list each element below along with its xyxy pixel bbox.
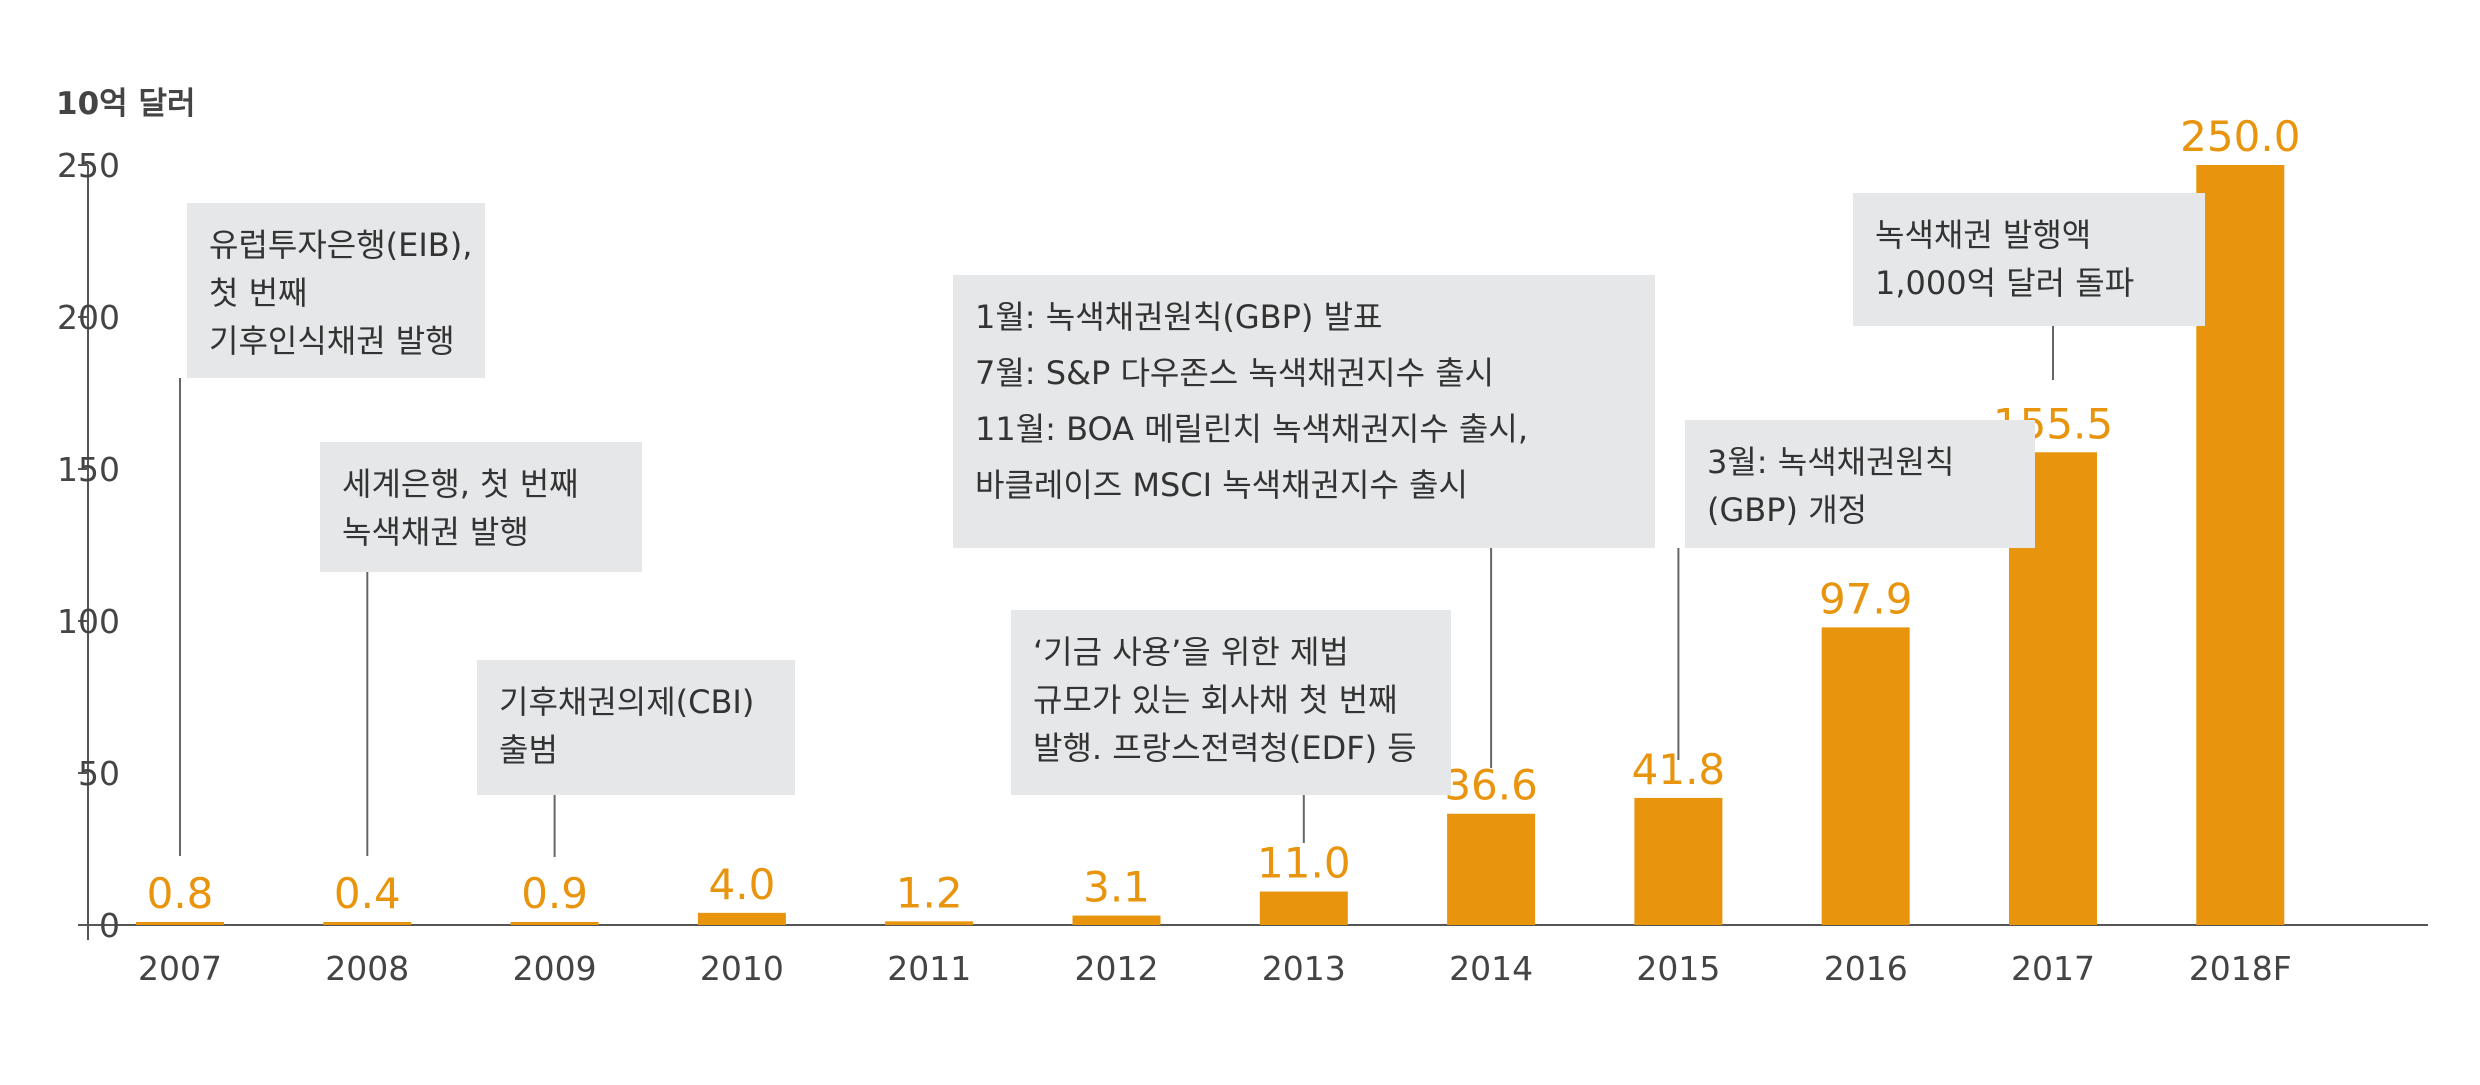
- x-tick-label: 2017: [2011, 949, 2095, 988]
- value-label: 0.4: [334, 869, 401, 918]
- annotation-text: 바클레이즈 MSCI 녹색채권지수 출시: [975, 466, 1468, 504]
- annotation-text: 1월: 녹색채권원칙(GBP) 발표: [975, 298, 1383, 336]
- x-tick-label: 2013: [1262, 949, 1346, 988]
- bar: [1634, 797, 1723, 925]
- bar: [1259, 891, 1348, 925]
- value-label: 1.2: [896, 868, 963, 917]
- bar: [697, 912, 786, 925]
- x-tick-label: 2008: [325, 949, 409, 988]
- annotation-text: 1,000억 달러 돌파: [1875, 264, 2135, 302]
- annotation-text: (GBP) 개정: [1707, 491, 1868, 529]
- annotation-text: 3월: 녹색채권원칙: [1707, 443, 1955, 481]
- annotation-text: ‘기금 사용’을 위한 제법: [1033, 633, 1349, 671]
- value-label: 0.9: [521, 869, 588, 918]
- annotation-text: 11월: BOA 메릴린치 녹색채권지수 출시,: [975, 410, 1528, 448]
- annotation-box: 녹색채권 발행액 1,000억 달러 돌파: [1853, 193, 2205, 326]
- x-tick-label: 2011: [887, 949, 971, 988]
- annotation-box: 3월: 녹색채권원칙 (GBP) 개정: [1685, 420, 2035, 548]
- y-tick-label: 50: [78, 754, 120, 793]
- x-tick-label: 2014: [1449, 949, 1533, 988]
- bar: [136, 922, 224, 925]
- y-tick-label: 250: [57, 146, 120, 185]
- y-tick-label: 100: [57, 602, 120, 641]
- bar: [510, 922, 599, 925]
- bar: [1447, 813, 1536, 925]
- annotation-text: 7월: S&P 다우존스 녹색채권지수 출시: [975, 354, 1495, 392]
- bar: [2196, 165, 2285, 925]
- x-tick-label: 2018F: [2189, 949, 2292, 988]
- annotation-text: 기후채권의제(CBI): [499, 683, 755, 721]
- bar: [1072, 915, 1161, 925]
- annotation-text: 유럽투자은행(EIB),: [209, 226, 473, 264]
- value-label: 36.6: [1444, 761, 1538, 810]
- annotation-box: 1월: 녹색채권원칙(GBP) 발표 7월: S&P 다우존스 녹색채권지수 출시…: [953, 275, 1655, 548]
- bar: [323, 922, 412, 925]
- y-tick-label: 200: [57, 298, 120, 337]
- annotation-text: 첫 번째: [209, 274, 308, 312]
- annotation-text: 출범: [499, 731, 558, 769]
- value-label: 4.0: [709, 860, 776, 909]
- annotation-box: 기후채권의제(CBI) 출범: [477, 660, 795, 795]
- value-label: 3.1: [1083, 863, 1150, 912]
- bar: [885, 921, 974, 925]
- annotation-text: 녹색채권 발행: [342, 513, 529, 551]
- y-tick-label: 0: [99, 906, 120, 945]
- annotation-text: 규모가 있는 회사채 첫 번째: [1033, 681, 1398, 719]
- bar: [1821, 627, 1910, 925]
- value-label: 97.9: [1819, 574, 1913, 623]
- annotation-text: 발행. 프랑스전력청(EDF) 등: [1033, 729, 1417, 767]
- x-tick-label: 2007: [138, 949, 222, 988]
- value-label: 250.0: [2180, 112, 2300, 161]
- x-tick-label: 2009: [513, 949, 597, 988]
- y-tick-label: 150: [57, 450, 120, 489]
- annotation-text: 세계은행, 첫 번째: [342, 465, 579, 503]
- annotation-text: 기후인식채권 발행: [209, 322, 455, 360]
- x-tick-label: 2016: [1824, 949, 1908, 988]
- y-axis-unit-label: 10억 달러: [56, 86, 196, 122]
- x-tick-label: 2015: [1636, 949, 1720, 988]
- value-label: 11.0: [1257, 839, 1351, 888]
- annotation-text: 녹색채권 발행액: [1875, 216, 2092, 254]
- value-label: 0.8: [147, 869, 214, 918]
- x-tick-label: 2010: [700, 949, 784, 988]
- x-tick-label: 2012: [1075, 949, 1159, 988]
